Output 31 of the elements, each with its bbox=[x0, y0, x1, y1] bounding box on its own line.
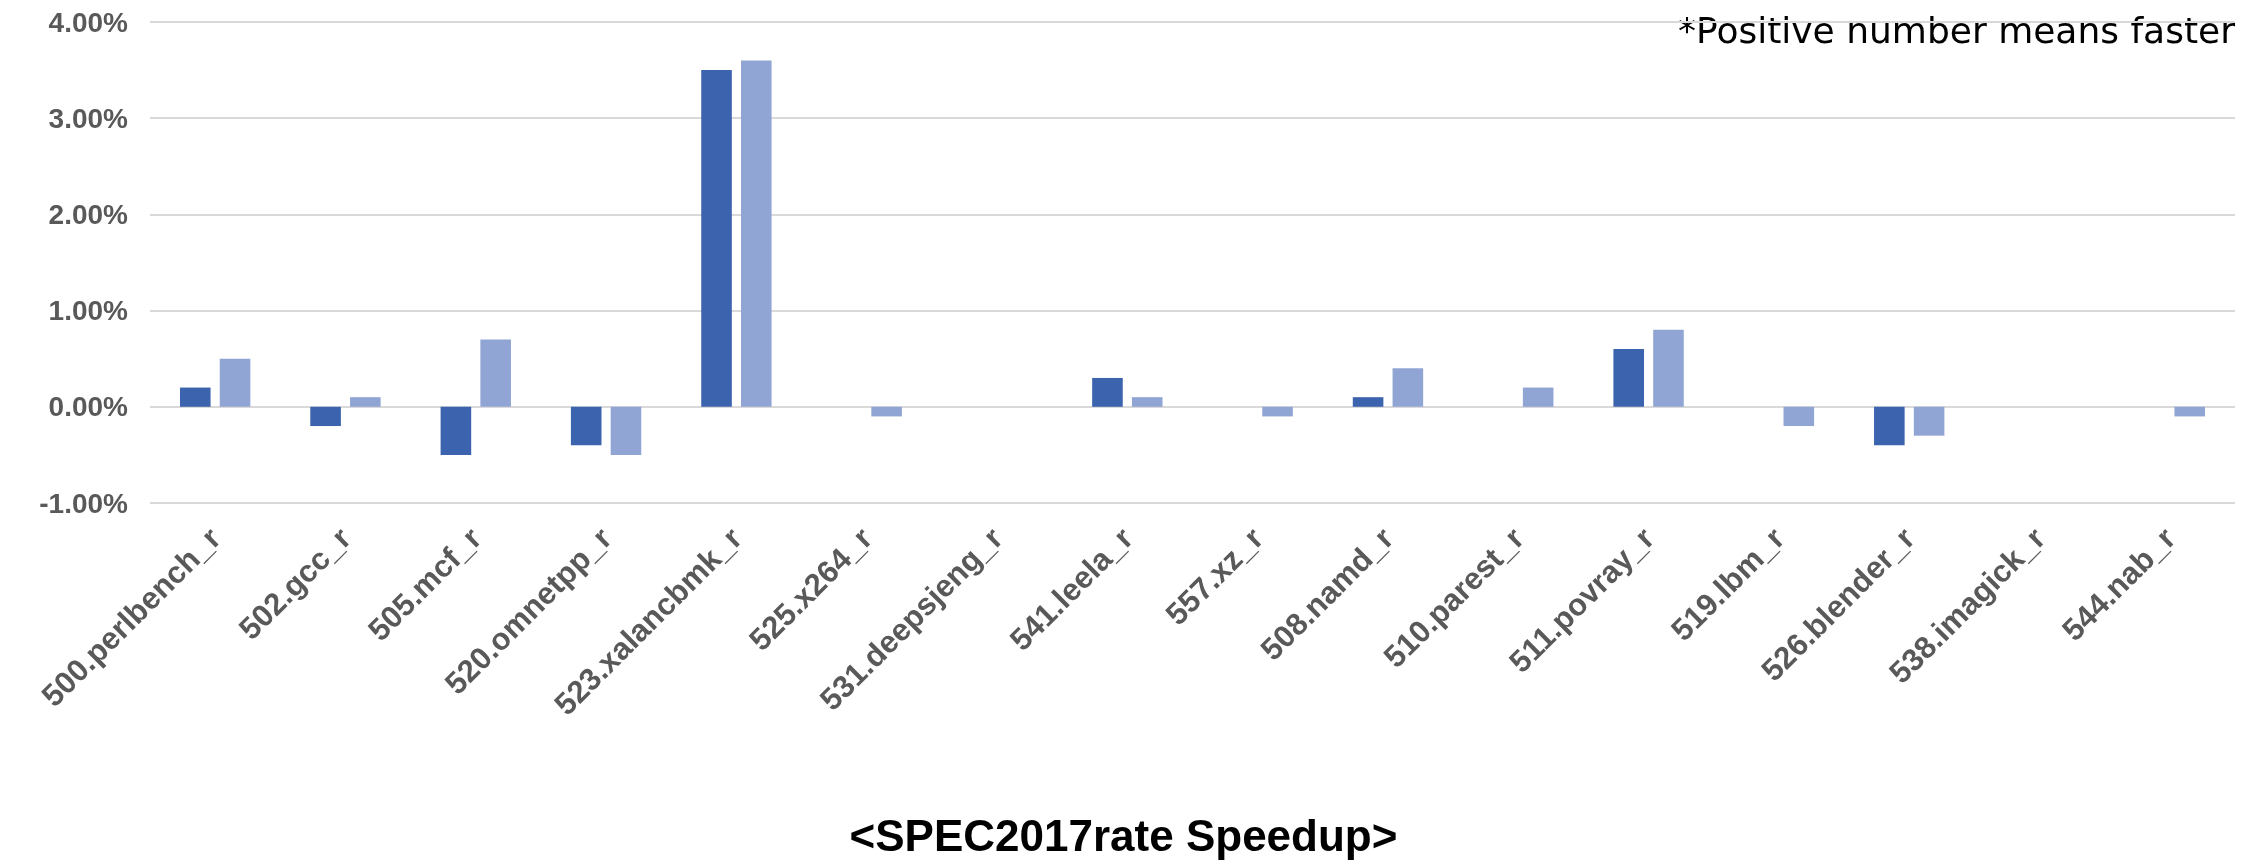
bar bbox=[350, 397, 381, 407]
bar bbox=[1262, 406, 1293, 417]
bar bbox=[1913, 406, 1945, 436]
bar bbox=[610, 406, 642, 455]
bar bbox=[219, 358, 251, 407]
bar bbox=[701, 70, 732, 407]
bar bbox=[2174, 406, 2206, 417]
bar bbox=[741, 60, 772, 407]
text: <SPEC2017rate Speedup> bbox=[849, 810, 1398, 860]
bar bbox=[570, 406, 602, 446]
bar bbox=[310, 406, 341, 427]
bar bbox=[871, 406, 902, 417]
bar bbox=[179, 387, 211, 407]
y-tick-label: 0.00% bbox=[48, 391, 129, 423]
bar bbox=[1874, 406, 1905, 446]
bar bbox=[1522, 387, 1554, 407]
y-tick-label: 2.00% bbox=[48, 198, 129, 230]
y-tick-label: -1.00% bbox=[39, 487, 129, 519]
bar bbox=[1653, 329, 1684, 407]
bar bbox=[1392, 368, 1424, 407]
annotation: *Positive number means faster bbox=[1677, 9, 2236, 51]
y-tick-label: 4.00% bbox=[48, 6, 129, 38]
bar bbox=[1783, 406, 1815, 427]
bar bbox=[1092, 377, 1123, 407]
bar bbox=[440, 406, 472, 455]
bar bbox=[1352, 397, 1384, 407]
bar bbox=[1131, 397, 1163, 407]
bar bbox=[480, 339, 511, 407]
y-tick-label: 1.00% bbox=[48, 295, 129, 327]
bar bbox=[1613, 349, 1644, 407]
y-tick-label: 3.00% bbox=[48, 102, 129, 134]
